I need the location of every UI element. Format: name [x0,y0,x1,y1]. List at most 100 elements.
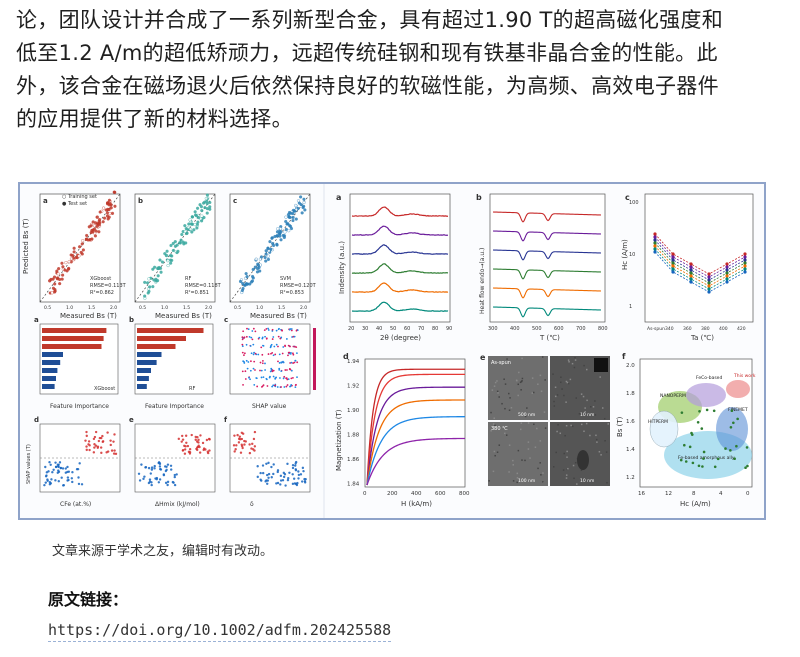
parity-point [195,226,199,230]
dependence-point [92,451,96,454]
dependence-point [194,438,197,441]
tem-grain [563,452,565,455]
parity-point [64,261,68,265]
tem-grain [536,427,538,430]
importance-bar [137,344,176,349]
shap-point [292,376,294,379]
parity-point [284,219,288,224]
parity-point [190,230,194,234]
dependence-point [197,438,200,442]
dependence-point [244,440,247,443]
shap-point [287,378,290,381]
tem-grain [563,394,565,397]
parity-point [113,204,117,208]
tem-grain [586,368,588,371]
tem-grain [542,472,544,474]
shap-point [244,370,247,373]
hc-point [725,268,729,272]
mag-frame [364,358,466,488]
ashby-point [701,465,704,468]
source-link[interactable]: https://doi.org/10.1002/adfm.202425588 [48,621,392,642]
dependence-point [70,477,74,480]
figure-caption: 文章来源于学术之友，编辑时有改动。 [52,544,274,559]
tick-label: 40 [376,326,382,332]
shap-point [296,352,298,355]
tem-scale: 10 nm [580,412,594,418]
hc-point [725,277,729,281]
dependence-point [93,443,96,446]
tem-grain [541,356,544,358]
tem-grain [606,482,608,484]
tem-grain [527,422,530,424]
dependence-point [282,475,286,479]
parity-point [266,246,270,250]
rmse-label: RMSE=0.113T [90,283,127,289]
dependence-point [272,472,275,476]
model-name: XGboost [94,386,115,392]
parity-point [183,224,187,228]
dependence-point [109,443,112,447]
dependence-point [266,482,269,485]
tem-grain [490,430,492,432]
shap-point [251,330,254,332]
dsc-curve [492,230,602,242]
tem-grain [580,411,582,414]
tick-label: 1.0 [66,305,73,311]
parity-point [279,230,283,234]
shap-point [269,370,272,373]
tem-grain [508,392,510,395]
dependence-point [199,434,202,437]
dependence-point [204,448,207,451]
tem-grain [544,379,546,381]
hc-point [671,252,675,256]
tem-grain [493,426,495,428]
dependence-point [88,448,91,452]
shap-point [254,352,257,355]
parity-point [284,227,288,231]
tem-grain [509,397,511,399]
dependence-point [153,464,156,468]
shap-point [272,384,275,387]
shap-point [254,330,257,333]
tem-grain [539,440,542,442]
dependence-point [282,471,286,475]
parity-point [107,198,112,202]
tem-images: e 500 nm 10 nm 100 nm 10 nm As-spun 380 ℃ [480,353,610,486]
dependence-point [143,475,146,478]
importance-bar [42,360,61,365]
region-label: FINEMET [728,407,748,413]
hc-point [725,265,729,269]
shap-point [246,327,248,330]
dependence-point [185,441,188,444]
shap-point [281,329,283,332]
tem-grain [592,406,595,408]
tem-grain [519,428,522,431]
parity-point [164,253,168,258]
parity-point [106,217,110,221]
tem-grain [498,396,500,398]
ashby-point [724,447,727,450]
tem-grain [520,389,522,391]
tem-grain [586,399,588,402]
tem-grain [583,364,585,367]
mag-curve [366,368,465,486]
ashby-point [730,409,734,413]
hc-line [654,248,746,290]
shap-point [241,336,244,339]
parity-point [152,278,156,282]
x-axis-label: δ [250,501,254,508]
ashby-point [696,420,700,424]
parity-point [77,254,81,258]
tick-label: 50 [390,326,396,332]
dependence-point [49,463,52,466]
parity-point [112,190,116,194]
dependence-point [295,483,299,487]
parity-point [263,255,267,260]
parity-point [281,233,285,238]
ashby-point [716,457,720,461]
dependence-point [99,446,103,449]
shap-point [290,328,293,330]
shap-point [287,354,289,357]
parity-point [165,249,169,253]
parity-point [72,250,76,254]
